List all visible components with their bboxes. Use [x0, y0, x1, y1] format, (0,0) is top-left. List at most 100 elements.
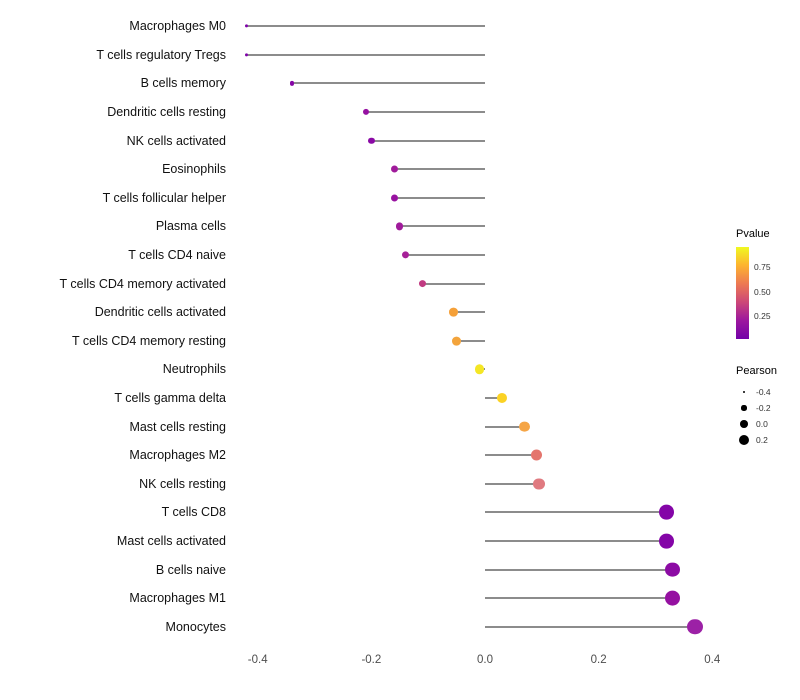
lollipop-dot — [474, 364, 485, 375]
lollipop-dot — [687, 619, 703, 635]
x-axis-tick-label: 0.4 — [704, 654, 721, 666]
chart-row: T cells gamma delta — [0, 384, 735, 413]
pearson-size-dot — [741, 405, 747, 411]
pearson-size-label: 0.2 — [756, 435, 768, 445]
pvalue-tick-label: 0.75 — [754, 261, 771, 272]
lollipop-stem — [422, 283, 485, 285]
pvalue-tick-label: 0.50 — [754, 286, 771, 297]
pearson-legend: Pearson -0.4 -0.2 0.0 0.2 — [736, 365, 798, 448]
row-plot-area — [235, 441, 735, 470]
row-plot-area — [235, 41, 735, 70]
chart-row: T cells CD8 — [0, 498, 735, 527]
lollipop-stem — [485, 511, 667, 513]
lollipop-dot — [659, 505, 675, 520]
chart-row: B cells memory — [0, 69, 735, 98]
pvalue-legend-title: Pvalue — [736, 228, 770, 240]
chart-row: T cells follicular helper — [0, 184, 735, 213]
lollipop-stem — [485, 426, 525, 428]
row-plot-area — [235, 355, 735, 384]
row-plot-area — [235, 184, 735, 213]
lollipop-dot — [530, 449, 542, 461]
plot-area: Macrophages M0 T cells regulatory Tregs B … — [0, 12, 735, 641]
category-label: B cells naive — [155, 562, 226, 577]
pearson-size-item: -0.4 — [736, 384, 798, 400]
category-label: T cells CD4 memory activated — [59, 276, 227, 291]
pearson-size-dot-box — [736, 434, 752, 446]
lollipop-stem — [485, 597, 673, 599]
lollipop-stem — [485, 626, 696, 628]
row-plot-area — [235, 612, 735, 641]
pearson-size-dot-box — [736, 390, 752, 394]
pvalue-legend: Pvalue 0.75 0.50 0.25 — [736, 228, 798, 339]
chart-row: NK cells resting — [0, 470, 735, 499]
pearson-size-label: -0.4 — [756, 387, 771, 397]
chart-row: Monocytes — [0, 612, 735, 641]
row-plot-area — [235, 269, 735, 298]
category-label: B cells memory — [140, 76, 226, 91]
lollipop-dot — [244, 24, 248, 28]
lollipop-dot — [665, 590, 680, 606]
lollipop-stem — [485, 540, 667, 542]
lollipop-stem — [485, 569, 673, 571]
pearson-legend-title: Pearson — [736, 365, 777, 377]
chart-row: NK cells activated — [0, 126, 735, 155]
lollipop-dot — [362, 108, 369, 116]
chart-row: T cells CD4 memory activated — [0, 269, 735, 298]
chart-row: Plasma cells — [0, 212, 735, 241]
x-axis: -0.4 -0.2 0.0 0.2 0.4 — [235, 648, 735, 668]
pearson-size-dot-box — [736, 405, 752, 411]
lollipop-stem — [371, 140, 485, 142]
row-plot-area — [235, 555, 735, 584]
lollipop-stem — [394, 168, 485, 170]
lollipop-stem — [394, 197, 485, 199]
row-plot-area — [235, 241, 735, 270]
category-label: Macrophages M1 — [129, 591, 226, 606]
chart-row: T cells CD4 naive — [0, 241, 735, 270]
pearson-size-dot — [740, 420, 748, 428]
lollipop-dot — [659, 533, 675, 549]
lollipop-dot — [497, 392, 508, 404]
category-label: T cells CD8 — [161, 505, 226, 520]
category-label: T cells regulatory Tregs — [96, 47, 226, 62]
row-plot-area — [235, 412, 735, 441]
row-plot-area — [235, 298, 735, 327]
category-label: Monocytes — [165, 619, 226, 634]
row-plot-area — [235, 584, 735, 613]
lollipop-dot — [452, 336, 461, 346]
lollipop-stem — [485, 397, 503, 399]
lollipop-stem — [291, 82, 485, 84]
chart-row: Macrophages M0 — [0, 12, 735, 41]
chart-row: Dendritic cells resting — [0, 98, 735, 127]
lollipop-dot — [418, 279, 427, 288]
pearson-size-dot-box — [736, 420, 752, 428]
lollipop-stem — [485, 454, 537, 456]
category-label: T cells gamma delta — [114, 391, 226, 406]
lollipop-dot — [401, 251, 410, 259]
legend: Pvalue 0.75 0.50 0.25 Pearson -0.4 -0.2 0.0 0… — [736, 228, 798, 448]
lollipop-dot — [665, 562, 680, 578]
chart-row: B cells naive — [0, 555, 735, 584]
chart-row: Neutrophils — [0, 355, 735, 384]
row-plot-area — [235, 12, 735, 41]
row-plot-area — [235, 98, 735, 127]
x-axis-tick-label: -0.2 — [361, 654, 382, 666]
lollipop-dot — [390, 165, 398, 173]
chart-row: Dendritic cells activated — [0, 298, 735, 327]
pearson-size-item: 0.2 — [736, 432, 798, 448]
chart-row: Macrophages M2 — [0, 441, 735, 470]
pearson-size-items: -0.4 -0.2 0.0 0.2 — [736, 384, 798, 448]
row-plot-area — [235, 327, 735, 356]
lollipop-dot — [244, 53, 248, 57]
pearson-size-item: -0.2 — [736, 400, 798, 416]
pvalue-tick-label: 0.25 — [754, 311, 771, 322]
lollipop-dot — [390, 194, 398, 202]
category-label: Mast cells activated — [116, 533, 226, 548]
category-label: NK cells activated — [126, 133, 226, 148]
category-label: Dendritic cells activated — [94, 305, 226, 320]
chart-row: Mast cells activated — [0, 527, 735, 556]
lollipop-stem — [456, 340, 485, 342]
lollipop-dot — [368, 137, 375, 144]
x-axis-tick-label: -0.4 — [247, 654, 268, 666]
pearson-size-label: -0.2 — [756, 403, 771, 413]
